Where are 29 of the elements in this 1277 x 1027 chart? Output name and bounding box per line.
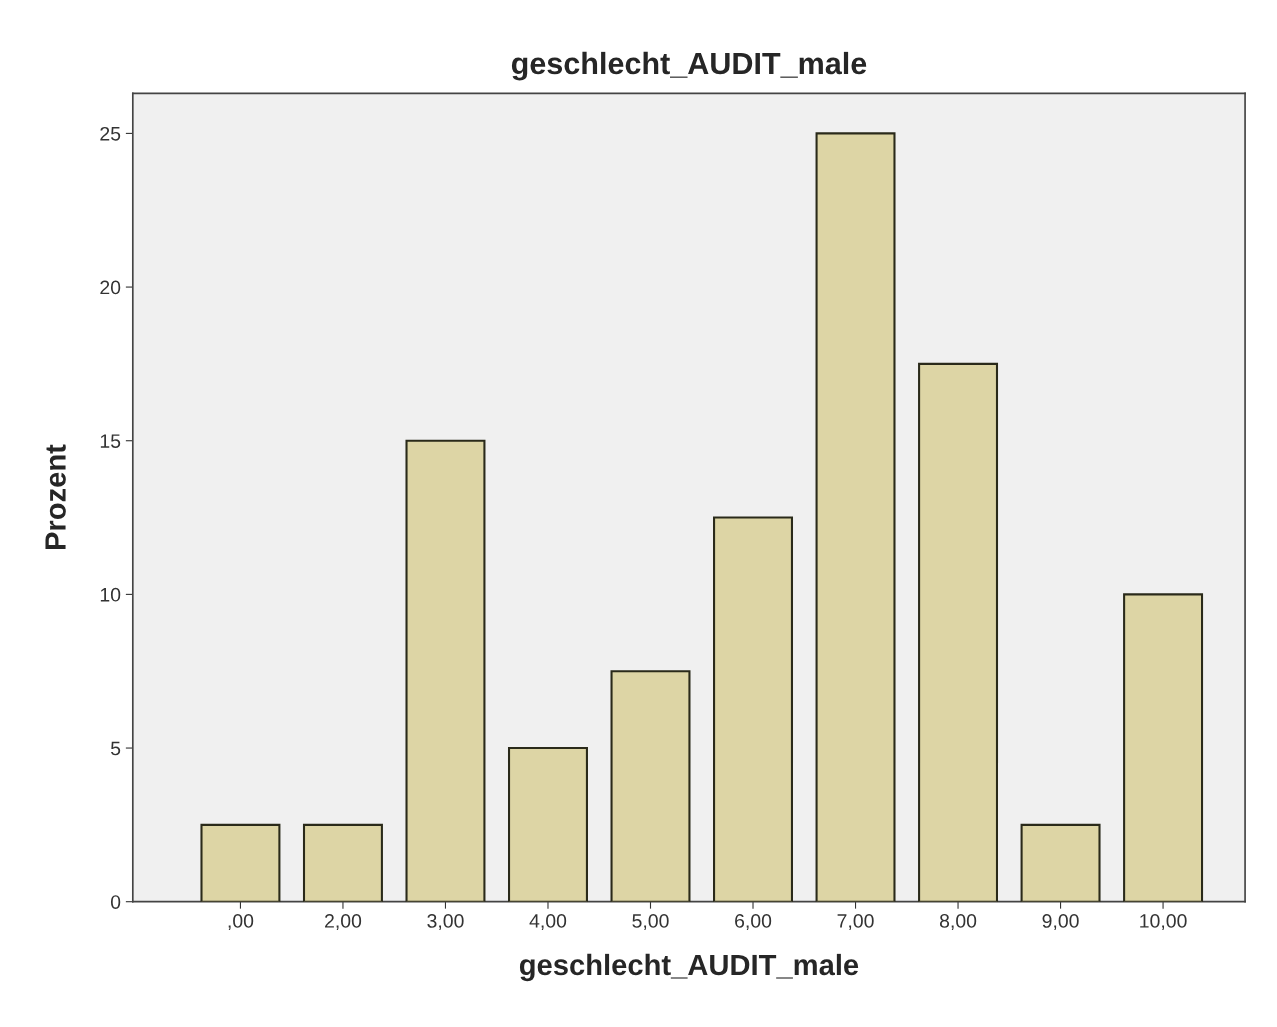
- bar: [918, 362, 999, 902]
- y-tick-label: 10: [100, 587, 121, 602]
- x-tick-label: 8,00: [939, 914, 977, 931]
- bar: [713, 516, 794, 902]
- x-tick-label: 2,00: [325, 914, 362, 931]
- y-tick-label: 20: [100, 280, 121, 295]
- bar: [302, 823, 383, 902]
- x-tick-label: ,00: [228, 914, 254, 931]
- x-tick-label: 10,00: [1140, 914, 1187, 931]
- bar: [200, 823, 281, 902]
- bar: [815, 132, 896, 902]
- bar: [507, 747, 588, 902]
- x-tick-label: 5,00: [632, 914, 669, 931]
- bar: [405, 439, 486, 902]
- x-tick-label: 6,00: [735, 914, 772, 931]
- x-tick-label: 7,00: [837, 914, 874, 931]
- y-tick-label: 0: [110, 895, 121, 909]
- x-tick-label: 9,00: [1042, 914, 1079, 931]
- bar: [1020, 823, 1101, 902]
- y-tick-label: 5: [110, 741, 121, 756]
- y-tick-label: 25: [100, 126, 121, 141]
- chart-title: geschlecht_AUDIT_male: [511, 51, 867, 81]
- bar: [610, 670, 691, 902]
- y-axis-title: Prozent: [45, 444, 66, 550]
- x-axis-title: geschlecht_AUDIT_male: [519, 953, 859, 982]
- x-tick-label: 3,00: [427, 914, 464, 931]
- x-tick-label: 4,00: [529, 914, 567, 931]
- y-tick-label: 15: [100, 434, 121, 448]
- bar: [1123, 593, 1204, 902]
